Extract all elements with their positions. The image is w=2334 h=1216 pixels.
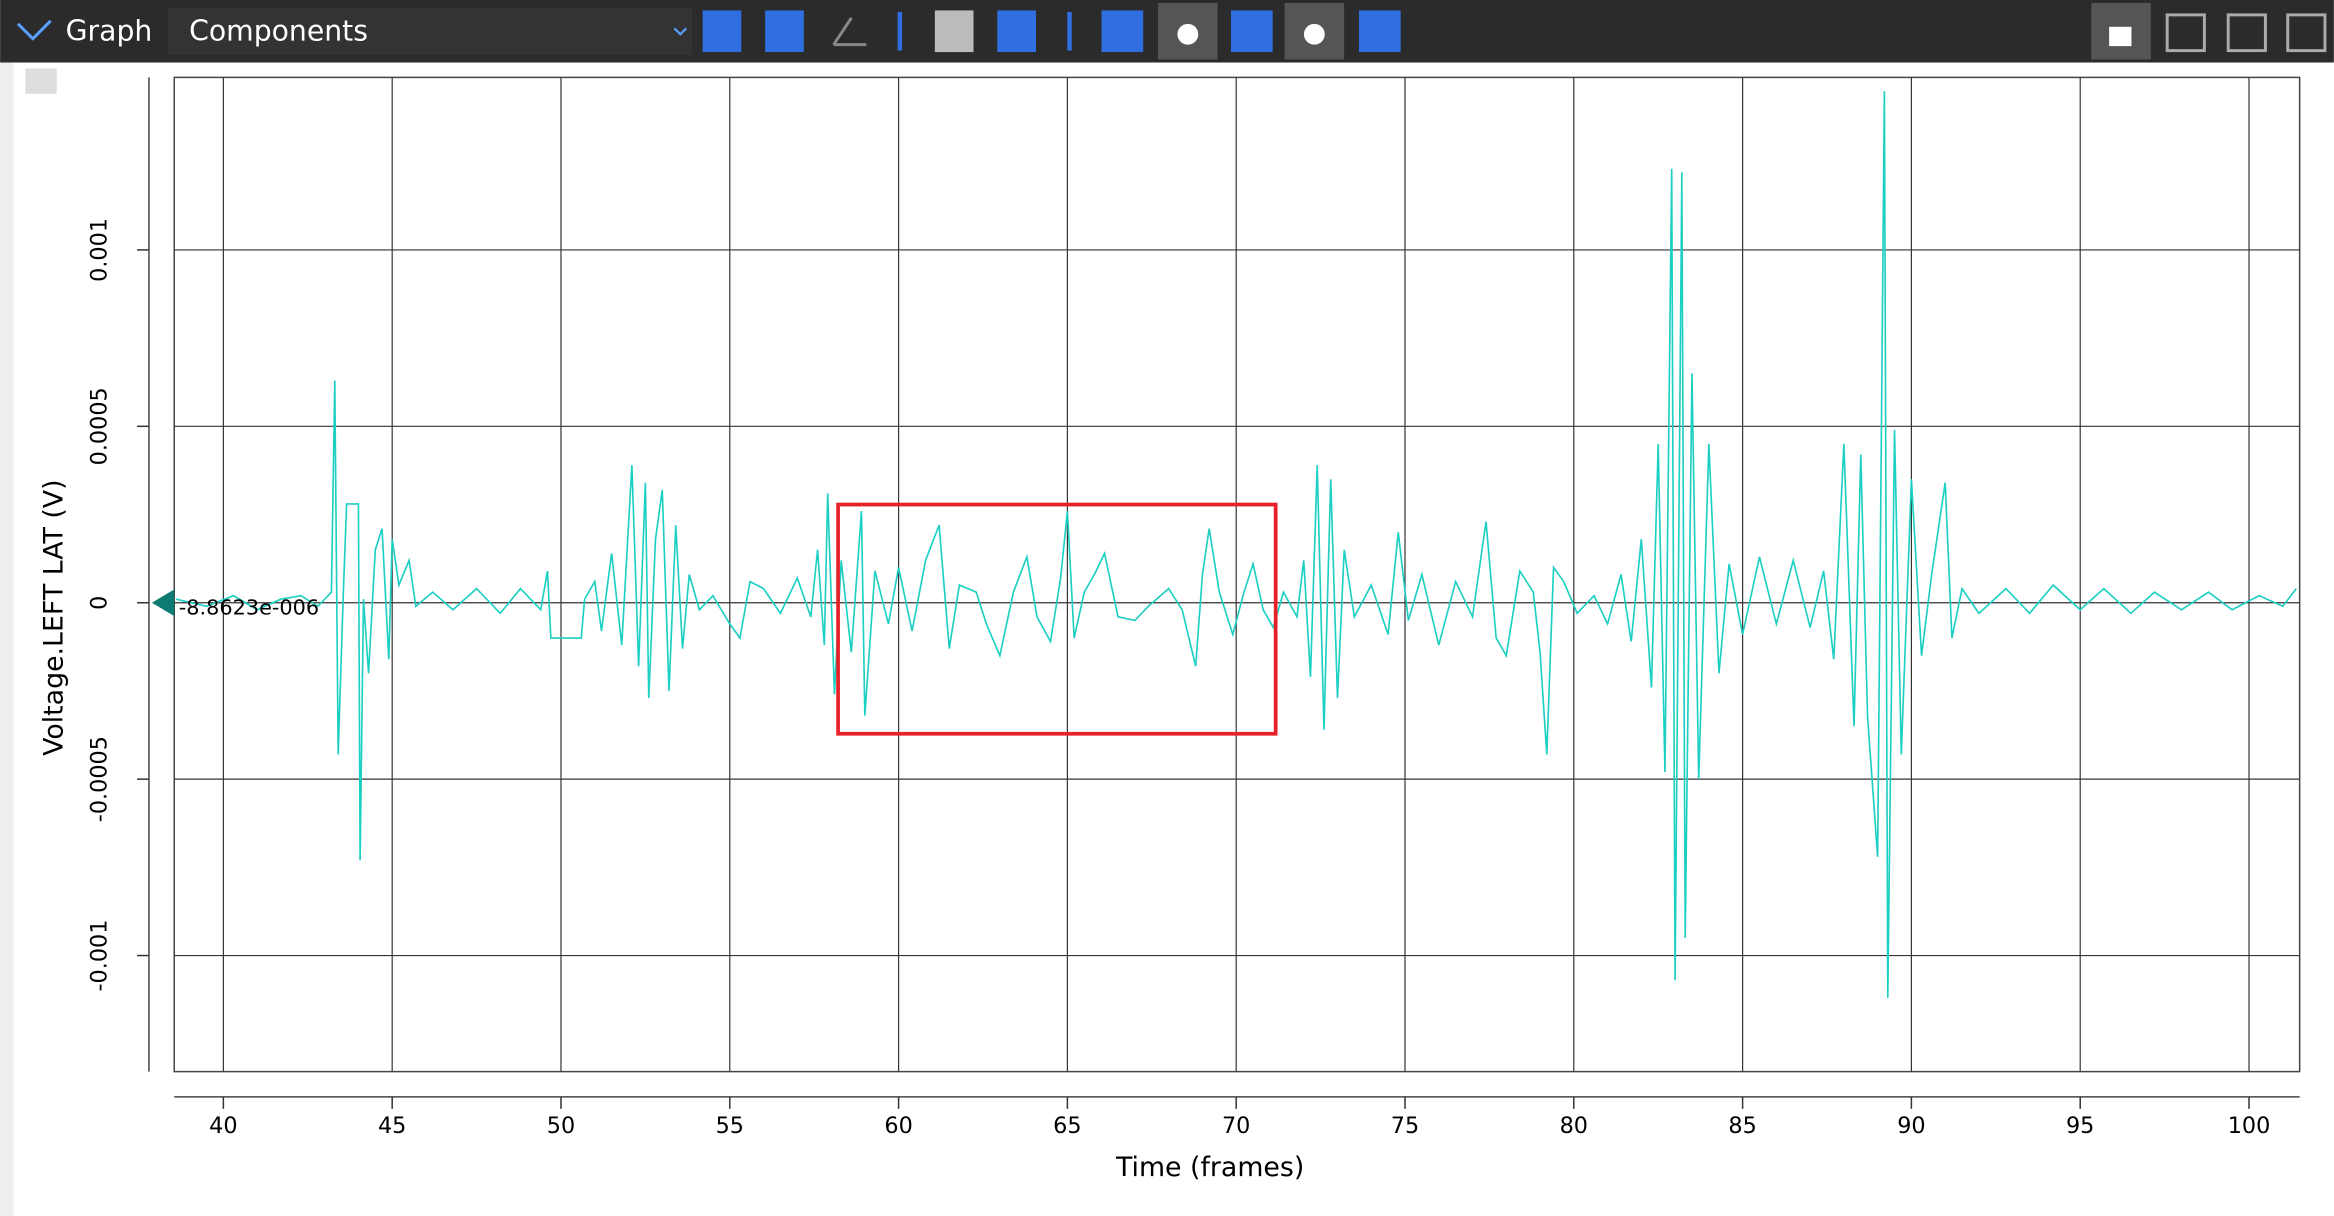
x-tick-label: 45 [378, 1113, 406, 1139]
separator [1067, 11, 1072, 51]
lock-icon [1303, 23, 1325, 45]
plot-area [173, 76, 2301, 1073]
icon-button[interactable] [934, 10, 974, 53]
y-tick-label: 0.001 [86, 218, 112, 282]
lock-icon[interactable] [25, 68, 57, 94]
lock-icon [1177, 23, 1199, 45]
components-dropdown[interactable] [168, 7, 693, 56]
icon-button[interactable] [1231, 10, 1273, 53]
toolbar-icons [702, 2, 2327, 60]
x-tick-label: 75 [1391, 1113, 1419, 1139]
highlight-box [836, 502, 1278, 736]
icon-button[interactable] [2226, 13, 2267, 53]
x-tick-label: 95 [2066, 1113, 2094, 1139]
y-tick-label: 0.0005 [86, 387, 112, 465]
y-tick-label: 0 [86, 596, 112, 610]
x-tick-label: 40 [209, 1113, 237, 1139]
cursor-marker[interactable] [151, 589, 175, 617]
icon-button[interactable] [997, 10, 1037, 53]
grid: 40 45 50 55 60 65 70 75 80 85 90 95 100 -0.001 -0.0005… [86, 77, 2300, 1139]
x-tick-label: 60 [884, 1113, 912, 1139]
icon-button[interactable] [702, 10, 742, 53]
icon-button[interactable] [1359, 10, 1401, 53]
x-tick-label: 80 [1560, 1113, 1588, 1139]
separator [897, 11, 903, 51]
x-tick-label: 70 [1222, 1113, 1250, 1139]
x-axis-title: Time (frames) [1115, 1152, 1304, 1183]
series [175, 91, 2297, 998]
y-axis-title: Voltage.LEFT LAT (V) [39, 479, 70, 755]
icon-button[interactable] [765, 10, 804, 53]
x-tick-label: 85 [1728, 1113, 1756, 1139]
components-label: Components [189, 15, 368, 48]
x-tick-label: 50 [547, 1113, 575, 1139]
collapse-icon[interactable] [16, 19, 52, 41]
lock-icon [2109, 26, 2132, 47]
x-tick-label: 90 [1897, 1113, 1925, 1139]
x-tick-label: 65 [1053, 1113, 1081, 1139]
graph-tab[interactable]: Graph [66, 15, 153, 48]
y-tick-label: -0.001 [86, 920, 112, 992]
icon-button[interactable] [1101, 10, 1144, 53]
left-strip [0, 62, 14, 1216]
icon-button[interactable] [832, 17, 867, 47]
cursor-label: -8.8623e-006 [179, 596, 319, 620]
signal-line [175, 91, 2297, 998]
dropdown-arrow [673, 27, 688, 36]
icon-button[interactable] [2165, 13, 2206, 53]
x-tick-label: 55 [716, 1113, 744, 1139]
icon-button[interactable] [2286, 13, 2327, 53]
x-tick-label: 100 [2228, 1113, 2271, 1139]
y-tick-label: -0.0005 [86, 736, 112, 822]
